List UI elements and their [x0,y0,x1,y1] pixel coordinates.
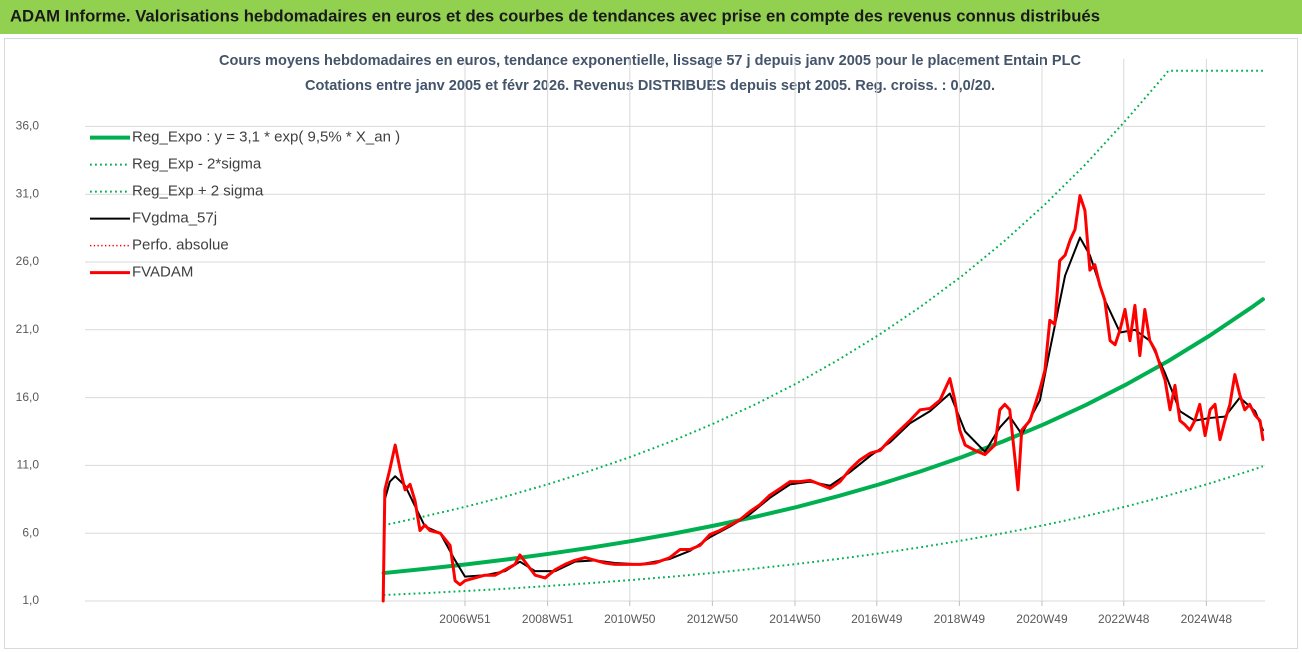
plot-area [381,69,1265,603]
legend-label: FVgdma_57j [132,210,217,227]
x-tick-label: 2010W50 [604,612,656,626]
chart-title: Cours moyens hebdomadaires en euros, ten… [219,52,1081,69]
y-tick-label: 26,0 [16,254,40,268]
x-tick-label: 2008W51 [522,612,574,626]
series-line [381,194,1265,603]
x-tick-label: 2020W49 [1016,612,1068,626]
x-tick-label: 2014W50 [769,612,821,626]
y-tick-label: 31,0 [16,186,40,200]
y-tick-label: 6,0 [22,525,39,539]
x-tick-label: 2006W51 [439,612,491,626]
legend-label: FVADAM [132,264,193,281]
x-tick-label: 2024W48 [1181,612,1233,626]
y-tick-label: 1,0 [22,593,39,607]
x-tick-label: 2016W49 [851,612,903,626]
legend-label: Perfo. absolue [132,237,229,254]
x-tick-label: 2012W50 [687,612,739,626]
header-title: ADAM Informe. Valorisations hebdomadaire… [10,6,1100,25]
legend-label: Reg_Expo : y = 3,1 * exp( 9,5% * X_an ) [132,129,400,146]
x-tick-label: 2018W49 [934,612,986,626]
legend: Reg_Expo : y = 3,1 * exp( 9,5% * X_an ) R… [90,129,400,281]
series-line [383,465,1264,597]
chart-frame [4,38,1298,649]
legend-label: Reg_Exp + 2 sigma [132,183,264,200]
grid: 1,0 6,0 11,0 16,0 21,0 26,0 31,0 36,0 2006W51 200… [16,58,1265,626]
header-bar [0,0,1302,34]
x-tick-label: 2022W48 [1098,612,1150,626]
series-line [381,297,1265,576]
chart-subtitle: Cotations entre janv 2005 et févr 2026. … [305,77,995,94]
y-tick-label: 36,0 [16,119,40,133]
y-tick-label: 11,0 [17,458,40,472]
y-tick-label: 16,0 [16,390,40,404]
y-tick-label: 21,0 [16,322,40,336]
legend-label: Reg_Exp - 2*sigma [132,156,262,173]
